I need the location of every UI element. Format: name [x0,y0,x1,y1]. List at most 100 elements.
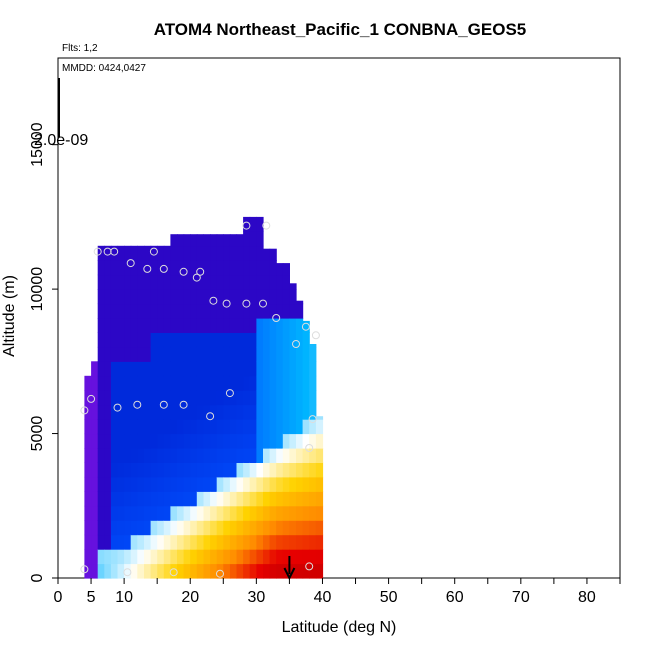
heatmap-cell [289,390,297,406]
heatmap-cell [256,390,264,406]
heatmap-cell [269,505,277,521]
heatmap-cell [269,520,277,536]
heatmap-cell [216,332,224,348]
heatmap-cell [302,375,310,391]
heatmap-cell [110,274,119,290]
heatmap-cell [157,534,165,550]
heatmap-cell [144,289,152,305]
heatmap-cell [263,332,271,348]
heatmap-cell [210,245,218,261]
heatmap-cell [124,289,132,305]
heatmap-cell [210,361,218,377]
heatmap-cell [137,563,145,579]
heatmap-cell [196,390,204,406]
heatmap-cell [309,476,317,492]
heatmap-cell [223,448,231,463]
heatmap-cell [243,462,251,478]
heatmap-cell [130,404,138,420]
y-tick-label: 0 [29,573,46,582]
heatmap-cell [170,375,178,391]
heatmap-cell [229,303,238,319]
heatmap-cell [249,462,257,478]
heatmap-cell [137,549,145,565]
heatmap-cell [243,303,251,319]
sample-point [179,400,188,409]
heatmap-cell [163,433,171,449]
chart-title: ATOM4 Northeast_Pacific_1 CONBNA_GEOS5 [154,20,527,39]
heatmap-cell [315,448,324,463]
heatmap-cell [144,361,152,377]
heatmap-cell [117,318,125,333]
heatmap-cell [269,274,277,290]
heatmap-cell [124,346,132,362]
heatmap-cell [289,361,297,377]
heatmap-cell [263,390,271,406]
heatmap-cell [104,491,112,507]
heatmap-cell [296,300,304,305]
heatmap-cell [170,361,178,377]
heatmap-cell [309,505,317,521]
heatmap-cell [236,245,244,261]
heatmap-cell [177,462,185,478]
heatmap-cell [91,476,99,492]
heatmap-cell [84,448,92,463]
heatmap-cell [144,274,152,290]
heatmap-cell [309,361,317,377]
heatmap-cell [84,375,92,391]
heatmap-cell [289,375,297,391]
heatmap-cell [170,234,178,247]
heatmap-cell [263,448,271,463]
sample-point [308,415,317,424]
heatmap-cell [177,549,185,565]
y-tick-label: 15000 [29,122,46,167]
heatmap-cell [276,346,284,362]
heatmap-cell [157,289,165,305]
heatmap-cell [296,448,304,463]
heatmap-cell [263,462,271,478]
heatmap-cell [117,563,125,579]
heatmap-cell [117,274,125,290]
heatmap-cell [315,462,324,478]
heatmap-cell [97,303,105,319]
heatmap-cell [276,462,284,478]
heatmap-cell [296,375,304,391]
heatmap-cell [104,505,112,521]
heatmap-cell [110,289,119,305]
heatmap-cell [183,245,191,261]
heatmap-cell [302,491,310,507]
heatmap-cell [256,361,264,377]
heatmap-cell [196,404,204,420]
heatmap-cell [243,375,251,391]
heatmap-cell [203,332,211,348]
heatmap-cell [229,289,238,305]
heatmap-cell [249,245,257,261]
heatmap-cell [137,419,145,435]
heatmap-cell [276,419,284,435]
heatmap-cell [163,375,171,391]
heatmap-cell [269,433,277,449]
heatmap-cell [282,448,290,463]
heatmap-cell [289,303,297,319]
heatmap-cell [223,245,231,261]
heatmap-cell [229,505,238,521]
heatmap-cell [289,419,297,435]
heatmap-cell [177,289,185,305]
heatmap-cell [309,520,317,536]
heatmap-cell [269,476,277,492]
heatmap-cell [130,534,138,550]
heatmap-cell [216,476,224,492]
heatmap-cell [203,563,211,579]
sample-point [262,221,271,230]
dates-label: MMDD: 0424,0427 [62,63,146,74]
heatmap-cell [124,462,132,478]
heatmap-cell [84,520,92,536]
heatmap-cell [137,534,145,550]
heatmap-cell [256,332,264,348]
heatmap-cell [276,404,284,420]
sample-point [87,394,96,403]
heatmap-cell [263,289,271,305]
heatmap-cell [256,549,264,565]
heatmap-cell [196,476,204,492]
heatmap-cell [97,563,105,579]
heatmap-cell [315,505,324,521]
